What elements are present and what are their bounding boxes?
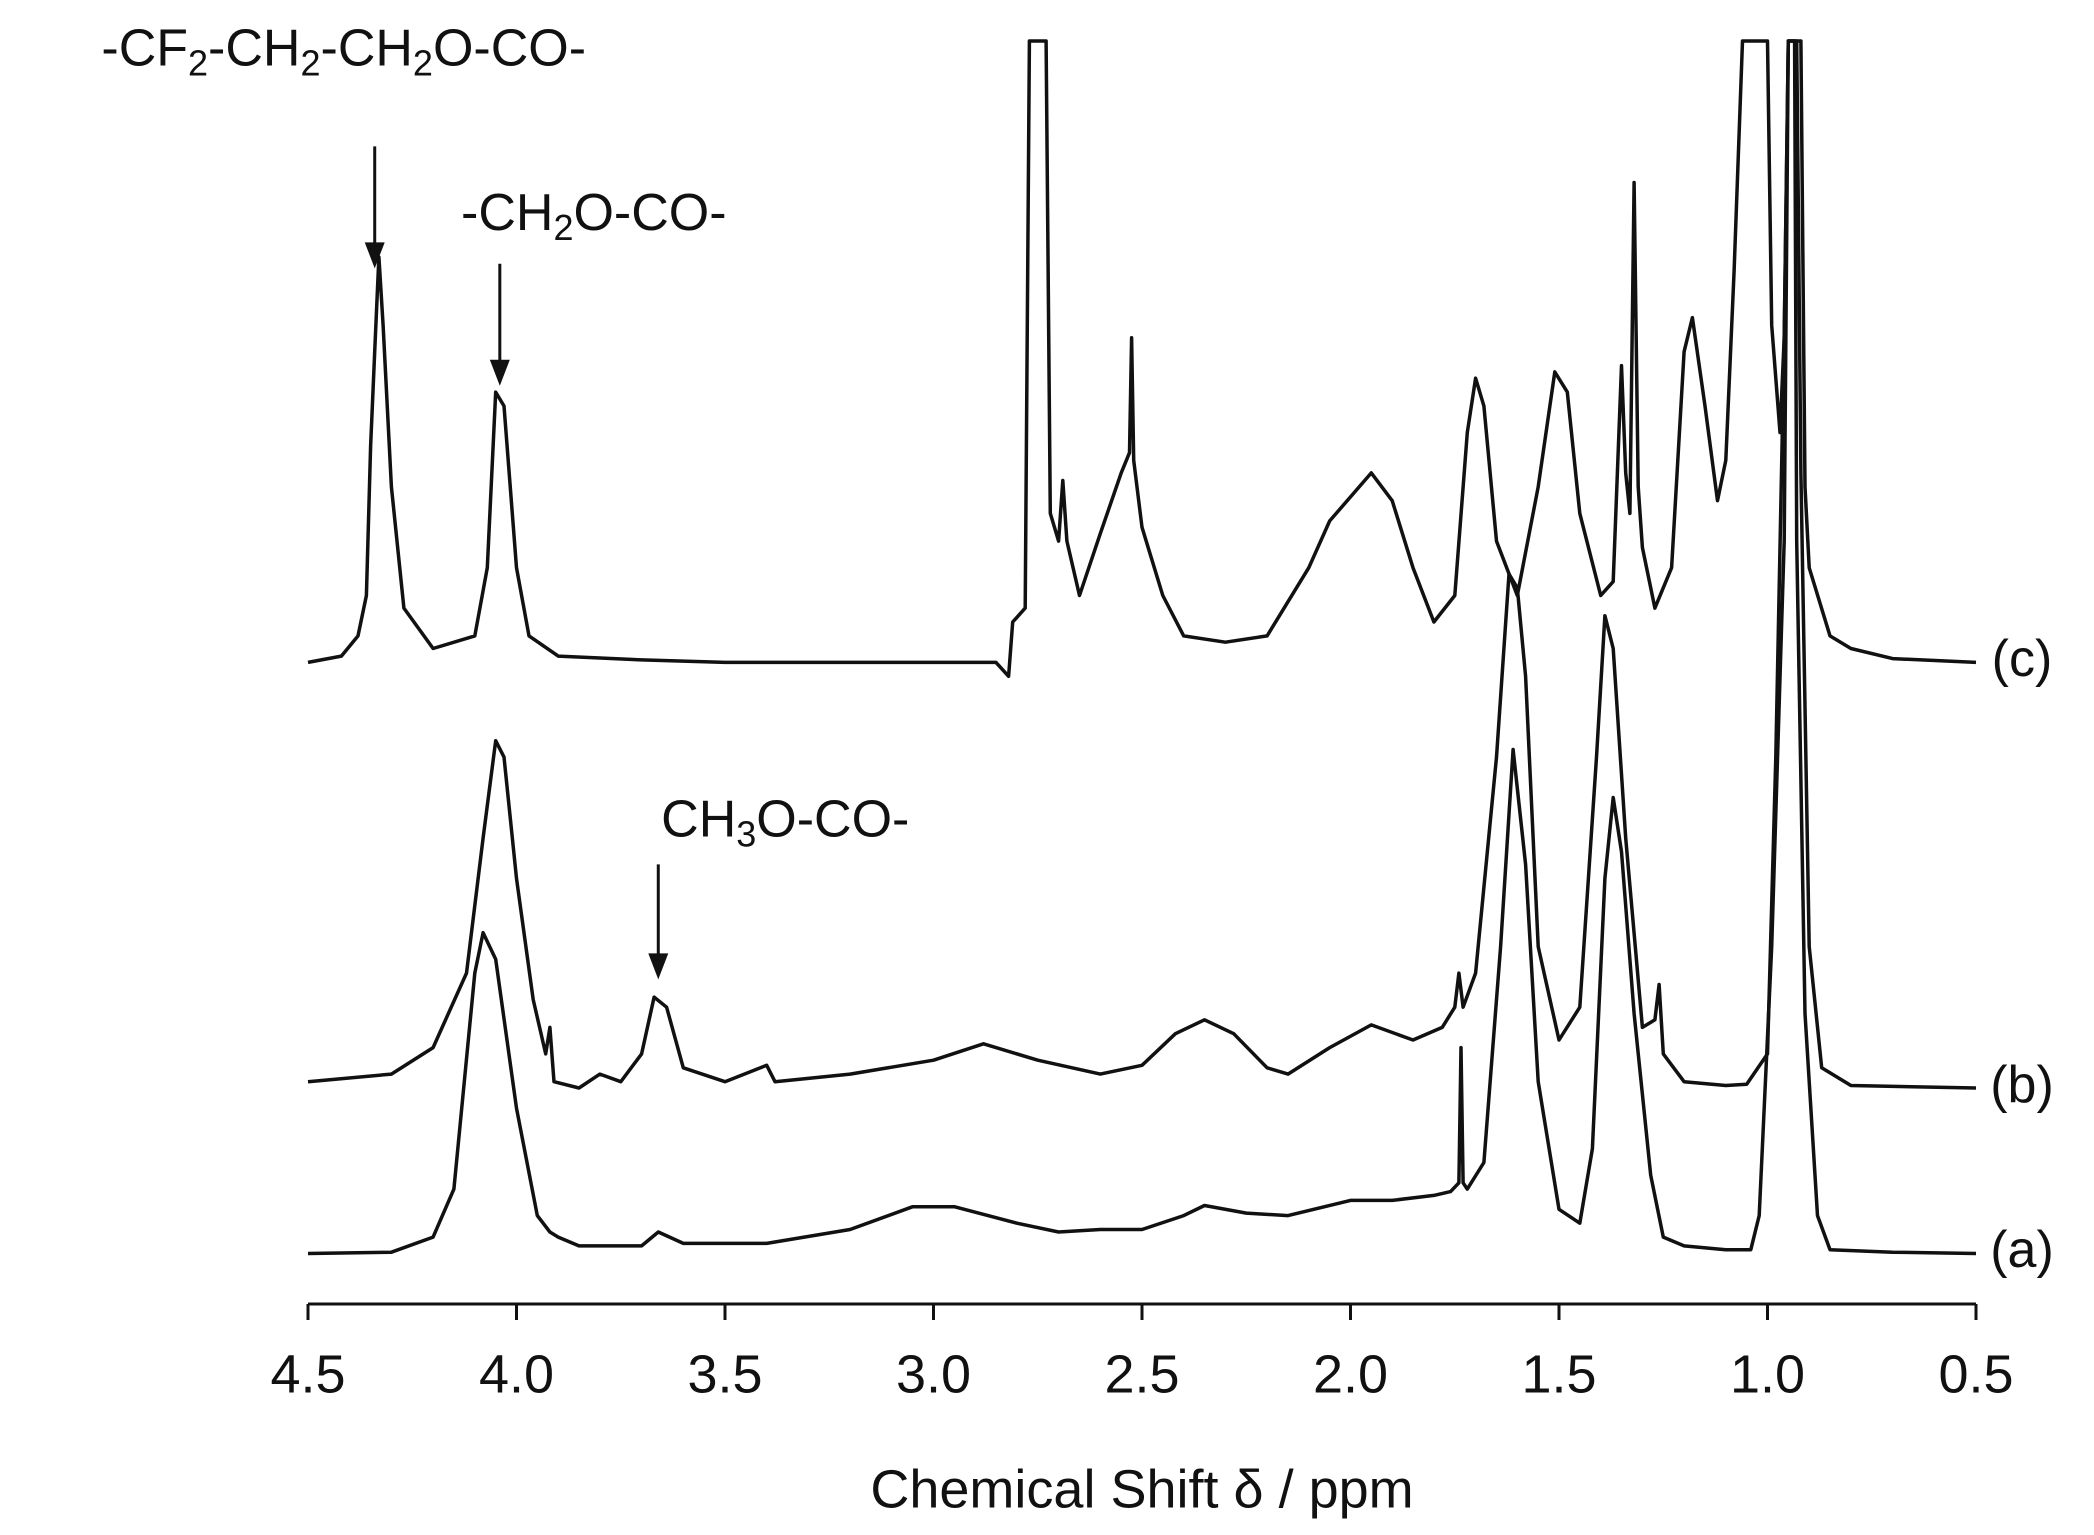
x-tick-label: 0.5 — [1938, 1344, 2013, 1404]
annotation-arrow-head — [648, 953, 669, 980]
x-tick-label: 3.0 — [896, 1344, 971, 1404]
annotation-text: -CH2O-CO- — [461, 184, 727, 248]
annotation: CH3O-CO- — [648, 790, 909, 980]
x-tick-label: 2.5 — [1104, 1344, 1179, 1404]
spectrum-line — [307, 39, 1977, 1256]
x-tick-label: 1.0 — [1730, 1344, 1805, 1404]
annotation-text: CH3O-CO- — [661, 790, 909, 854]
spectrum-line — [307, 39, 1977, 1090]
x-axis-title: Chemical Shift δ / ppm — [870, 1459, 1413, 1519]
x-tick-label: 4.0 — [479, 1344, 554, 1404]
series-label: (b) — [1990, 1056, 2054, 1114]
series-label: (c) — [1992, 630, 2053, 688]
annotation: -CH2O-CO- — [461, 184, 727, 386]
spectrum-line — [307, 39, 1977, 679]
annotation-arrow-head — [364, 242, 385, 269]
x-tick-label: 3.5 — [687, 1344, 762, 1404]
annotation-arrow-head — [489, 359, 510, 386]
series-label: (a) — [1990, 1221, 2054, 1279]
x-tick-label: 1.5 — [1521, 1344, 1596, 1404]
x-tick-label: 2.0 — [1313, 1344, 1388, 1404]
annotation: -CF2-CH2-CH2O-CO- — [101, 19, 586, 269]
annotation-text: -CF2-CH2-CH2O-CO- — [101, 19, 586, 83]
x-tick-label: 4.5 — [270, 1344, 345, 1404]
